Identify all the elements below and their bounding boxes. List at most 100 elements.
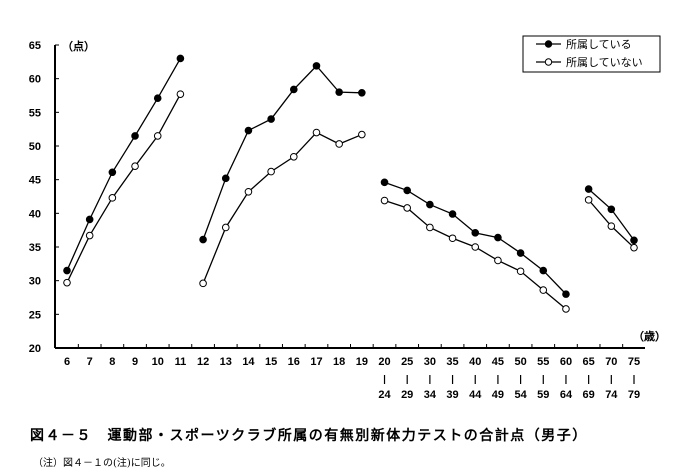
y-tick-label: 30 (29, 276, 41, 288)
y-tick-label: 40 (29, 208, 41, 220)
filled-circle-marker (358, 89, 366, 97)
open-circle-icon (544, 58, 553, 66)
x-tick-label-end: 74 (605, 389, 618, 401)
x-tick-label: 17 (310, 356, 322, 368)
series-line (66, 58, 181, 271)
x-tick-label-start: 20 (378, 356, 390, 368)
x-tick-label-start: 35 (446, 356, 458, 368)
y-tick-label: 20 (29, 343, 41, 355)
open-circle-marker (335, 140, 343, 148)
filled-circle-marker (108, 168, 117, 177)
open-circle-marker (494, 256, 502, 265)
y-tick-label: 35 (29, 242, 41, 254)
filled-circle-marker (448, 210, 457, 218)
filled-circle-marker (630, 236, 638, 245)
open-circle-marker (153, 132, 162, 140)
x-tick-label-end: 44 (469, 389, 482, 401)
x-tick-label-start: 55 (537, 356, 549, 368)
y-tick-label: 50 (29, 141, 41, 153)
x-tick-label-end: 39 (446, 389, 458, 401)
x-tick-label-end: 29 (401, 389, 413, 401)
open-circle-marker (584, 196, 593, 204)
filled-circle-marker (494, 233, 502, 242)
filled-circle-icon (544, 40, 553, 48)
filled-circle-marker (221, 174, 230, 183)
x-tick-label-end: 24 (378, 389, 391, 401)
y-axis-unit-label: （点） (62, 39, 95, 53)
open-circle-marker (108, 194, 117, 202)
series-nonmember (63, 90, 638, 313)
open-circle-marker (63, 278, 71, 287)
x-tick-label-end: 69 (583, 389, 595, 401)
x-tick-label-start: 65 (583, 356, 595, 368)
open-circle-marker (403, 204, 412, 212)
filled-circle-marker (85, 215, 94, 224)
open-circle-marker (562, 305, 570, 313)
open-circle-marker (516, 267, 525, 276)
x-tick-label: 13 (220, 356, 232, 368)
y-tick-label: 65 (29, 40, 41, 52)
open-circle-marker (607, 222, 616, 230)
series-line (202, 131, 363, 284)
filled-circle-marker (607, 205, 616, 214)
figure-note: （注）図４－１の(注)に同じ。 (33, 458, 171, 469)
x-tick-label: 19 (356, 356, 368, 368)
x-tick-label: 14 (242, 356, 255, 368)
open-circle-marker (176, 90, 185, 98)
filled-circle-marker (516, 249, 525, 257)
legend-label-nonmember: 所属していない (566, 56, 643, 69)
x-tick-label: 6 (64, 356, 70, 368)
open-circle-marker (199, 279, 207, 288)
x-tick-label: 9 (132, 356, 138, 368)
open-circle-marker (244, 187, 253, 196)
line-chart: 20 25 30 35 40 45 50 55 60 65 6 7 8 9 10 11 12 13 14 15 16 1… (29, 35, 666, 401)
y-axis: 20 25 30 35 40 45 50 55 60 65 (29, 40, 59, 355)
filled-circle-marker (539, 266, 548, 275)
x-tick-label: 18 (333, 356, 345, 368)
open-circle-marker (426, 223, 434, 232)
filled-circle-marker (153, 94, 162, 102)
x-tick-label: 15 (265, 356, 277, 368)
filled-circle-marker (290, 85, 298, 94)
x-tick-label: 8 (109, 356, 115, 368)
filled-circle-marker (267, 115, 275, 123)
open-circle-marker (131, 162, 139, 170)
x-tick-label: 12 (197, 356, 209, 368)
filled-circle-marker (63, 266, 71, 275)
x-tick-label-start: 40 (469, 356, 481, 368)
open-circle-marker (290, 152, 298, 161)
x-axis-unit-label: （歳） (633, 329, 666, 343)
y-tick-label: 45 (29, 175, 41, 187)
filled-circle-marker (335, 88, 343, 96)
x-tick-label-end: 34 (424, 389, 437, 401)
x-tick-label-start: 75 (628, 356, 640, 368)
x-tick-label-end: 54 (514, 389, 527, 401)
legend-label-member: 所属している (566, 38, 632, 51)
series-line (66, 93, 181, 283)
open-circle-marker (630, 243, 638, 252)
x-tick-label-start: 50 (514, 356, 526, 368)
x-tick-label-end: 59 (537, 389, 549, 401)
x-tick-label-start: 70 (605, 356, 617, 368)
x-tick-label-end: 49 (492, 389, 504, 401)
y-tick-label: 55 (29, 107, 41, 119)
open-circle-marker (539, 286, 548, 294)
y-tick-label: 25 (29, 309, 41, 321)
x-tick-label-start: 45 (492, 356, 504, 368)
y-tick-label: 60 (29, 74, 41, 86)
open-circle-marker (471, 243, 480, 251)
x-axis: 6 7 8 9 10 11 12 13 14 15 16 17 18 19 20 24 25 29 30 34 35 39… (55, 344, 645, 401)
open-circle-marker (85, 231, 94, 240)
x-tick-label-end: 64 (560, 389, 573, 401)
open-circle-marker (448, 234, 457, 243)
filled-circle-marker (244, 126, 253, 135)
x-tick-label: 16 (288, 356, 300, 368)
x-tick-label: 10 (152, 356, 164, 368)
filled-circle-marker (131, 132, 139, 140)
x-tick-label: 7 (87, 356, 93, 368)
legend: 所属している 所属していない (522, 35, 661, 73)
series-line (202, 64, 362, 240)
open-circle-marker (380, 196, 389, 205)
x-tick-label-end: 79 (628, 389, 640, 401)
filled-circle-marker (584, 185, 593, 193)
